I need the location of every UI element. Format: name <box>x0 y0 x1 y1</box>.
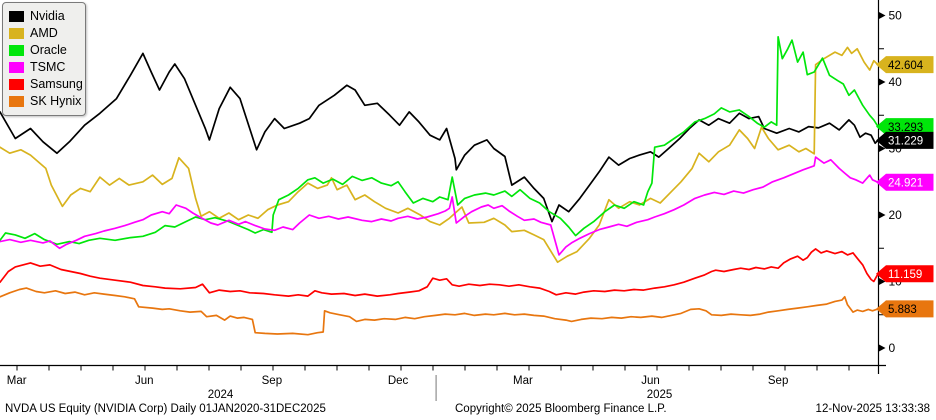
last-value-tag-oracle <box>876 118 934 136</box>
y-axis-label: 0 <box>889 341 896 355</box>
legend-label: TSMC <box>30 60 66 74</box>
y-axis-label: 20 <box>889 208 903 222</box>
x-axis-quarter-label: Jun <box>135 375 154 387</box>
series-line-sk-hynix[interactable] <box>0 287 879 336</box>
y-axis-tick-arrow <box>878 211 886 219</box>
y-axis-tick-arrow <box>878 277 886 286</box>
legend-swatch-samsung <box>9 79 24 90</box>
y-axis-label: 50 <box>889 9 903 23</box>
footer-copyright: Copyright© 2025 Bloomberg Finance L.P. <box>455 403 667 415</box>
legend-label: AMD <box>30 26 58 40</box>
last-value-text-amd: 42.604 <box>888 60 924 72</box>
series-line-nvidia[interactable] <box>0 52 879 223</box>
x-axis-quarter-label: Mar <box>513 375 533 387</box>
x-axis-quarter-label: Mar <box>7 375 27 387</box>
legend-swatch-nvidia <box>9 11 24 22</box>
legend[interactable]: Nvidia AMD Oracle TSMC Samsung SK Hynix <box>2 2 86 116</box>
legend-label: Nvidia <box>30 9 65 23</box>
last-value-tag-nvidia <box>876 131 934 149</box>
footer: NVDA US Equity (NVIDIA Corp) Daily 01JAN… <box>0 401 936 418</box>
y-axis-tick-arrow <box>878 11 886 20</box>
series-line-amd[interactable] <box>0 46 879 264</box>
legend-item-amd[interactable]: AMD <box>9 25 81 42</box>
y-axis-label: 40 <box>889 75 903 89</box>
x-axis-year-label: 2024 <box>208 389 234 401</box>
legend-item-oracle[interactable]: Oracle <box>9 42 81 59</box>
legend-item-nvidia[interactable]: Nvidia <box>9 8 81 25</box>
y-axis-tick-arrow <box>878 144 886 153</box>
legend-swatch-sk-hynix <box>9 96 24 107</box>
legend-label: SK Hynix <box>30 94 82 108</box>
footer-timestamp: 12-Nov-2025 13:33:38 <box>815 403 930 415</box>
y-axis-tick-arrow <box>878 344 886 352</box>
legend-swatch-amd <box>9 28 24 39</box>
x-axis-year-label: 2025 <box>647 389 673 401</box>
last-value-tag-tsmc <box>876 173 934 191</box>
legend-item-samsung[interactable]: Samsung <box>9 76 83 93</box>
footer-security-info: NVDA US Equity (NVIDIA Corp) Daily 01JAN… <box>5 403 326 415</box>
legend-swatch-oracle <box>9 45 24 56</box>
last-value-text-oracle: 33.293 <box>888 122 923 134</box>
last-value-text-nvidia: 31.229 <box>888 136 923 148</box>
y-axis-tick-arrow <box>878 78 886 86</box>
legend-label: Oracle <box>30 43 67 57</box>
last-value-tag-sk-hynix <box>876 300 934 318</box>
x-axis-quarter-label: Sep <box>768 375 788 387</box>
last-value-tag-amd <box>876 56 934 74</box>
legend-item-sk-hynix[interactable]: SK Hynix <box>9 93 81 110</box>
x-axis-quarter-label: Jun <box>641 375 660 387</box>
series-line-oracle[interactable] <box>0 35 879 246</box>
x-axis-quarter-label: Sep <box>262 375 282 387</box>
legend-item-tsmc[interactable]: TSMC <box>9 59 81 76</box>
series-line-tsmc[interactable] <box>0 156 879 256</box>
last-value-text-sk-hynix: 5.883 <box>888 304 917 316</box>
series-line-samsung[interactable] <box>0 248 879 297</box>
legend-label: Samsung <box>30 77 83 91</box>
last-value-tag-samsung <box>876 265 934 283</box>
last-value-text-samsung: 11.159 <box>888 269 922 281</box>
legend-swatch-tsmc <box>9 62 24 73</box>
x-axis-quarter-label: Dec <box>388 375 409 387</box>
last-value-text-tsmc: 24.921 <box>888 177 923 189</box>
